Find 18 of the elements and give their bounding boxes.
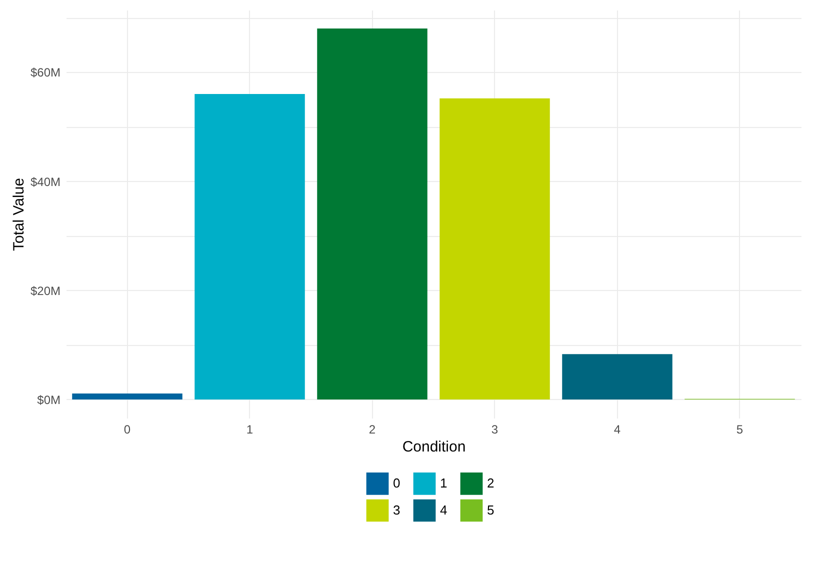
y-tick-label: $20M [30, 284, 60, 298]
x-tick-label: 4 [614, 422, 621, 436]
x-tick-label: 5 [736, 422, 744, 436]
y-tick-label: $0M [37, 392, 61, 407]
y-tick-label: $40M [30, 174, 60, 189]
x-tick-label: 0 [124, 422, 131, 436]
x-tick-label: 2 [368, 422, 376, 436]
legend-label: 5 [487, 502, 494, 518]
legend-label: 1 [440, 476, 448, 491]
legend-label: 2 [487, 476, 494, 491]
y-axis-title: Total Value [10, 178, 28, 252]
x-axis-title: Condition [402, 438, 466, 456]
legend-label: 0 [393, 476, 400, 491]
legend-label: 4 [440, 502, 448, 518]
x-tick-label: 1 [246, 422, 254, 436]
y-tick-label: $60M [30, 66, 60, 80]
x-tick-label: 3 [491, 422, 498, 436]
legend-label: 3 [393, 502, 400, 518]
